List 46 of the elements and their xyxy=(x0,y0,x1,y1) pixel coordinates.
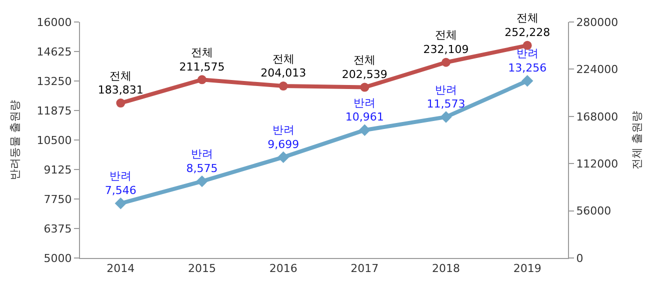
data-label: 반려 8,575 xyxy=(186,148,218,175)
x-tick-label: 2016 xyxy=(269,262,298,276)
data-label: 반려 13,256 xyxy=(508,47,547,74)
data-label: 반려 11,573 xyxy=(426,83,466,111)
x-tick-label: 2018 xyxy=(432,262,460,276)
data-label: 전체 211,575 xyxy=(179,46,225,74)
y-tick-label: 5000 xyxy=(44,252,72,265)
y-tick-label: 6375 xyxy=(44,222,72,236)
y-tick-label: 14625 xyxy=(36,45,72,58)
data-label: 전체 232,109 xyxy=(423,28,469,56)
point xyxy=(440,111,452,123)
y-axis-title: 반려동물 출원량 xyxy=(8,100,22,180)
data-label: 반려 10,961 xyxy=(345,96,384,124)
y-tick-label: 13250 xyxy=(36,74,72,88)
y2-tick-label: 280000 xyxy=(576,16,618,29)
point xyxy=(198,75,206,84)
point xyxy=(278,82,288,91)
data-label: 반려 7,546 xyxy=(104,170,136,198)
x-tick-label: 2015 xyxy=(188,262,216,276)
data-label: 전체 252,228 xyxy=(504,12,550,40)
point xyxy=(277,151,290,164)
x-tick-label: 2019 xyxy=(513,262,542,276)
point xyxy=(196,175,208,188)
x-tick-label: 2017 xyxy=(350,262,379,276)
y-tick-label: 10500 xyxy=(36,134,72,147)
y-tick-label: 11875 xyxy=(36,104,72,118)
point xyxy=(114,198,127,210)
y-tick-label: 16000 xyxy=(36,16,72,29)
x-tick-label: 2014 xyxy=(106,262,135,276)
y-tick-label: 9125 xyxy=(44,163,72,176)
y2-tick-label: 224000 xyxy=(576,63,618,76)
point xyxy=(521,75,534,87)
point xyxy=(442,58,450,67)
y2-tick-label: 0 xyxy=(576,252,584,265)
y2-tick-label: 56000 xyxy=(576,204,612,218)
y2-axis-title: 전체 출원량 xyxy=(630,110,644,170)
y2-tick-label: 112000 xyxy=(576,157,618,170)
point xyxy=(358,124,371,136)
data-label: 전체 183,831 xyxy=(98,69,144,97)
point xyxy=(360,82,370,92)
data-label: 전체 202,539 xyxy=(342,54,388,81)
y-tick-label: 7750 xyxy=(44,192,72,206)
y2-tick-label: 168000 xyxy=(576,110,618,124)
data-label: 반려 9,699 xyxy=(268,124,300,151)
point xyxy=(116,98,126,108)
data-label: 전체 204,013 xyxy=(260,52,306,80)
